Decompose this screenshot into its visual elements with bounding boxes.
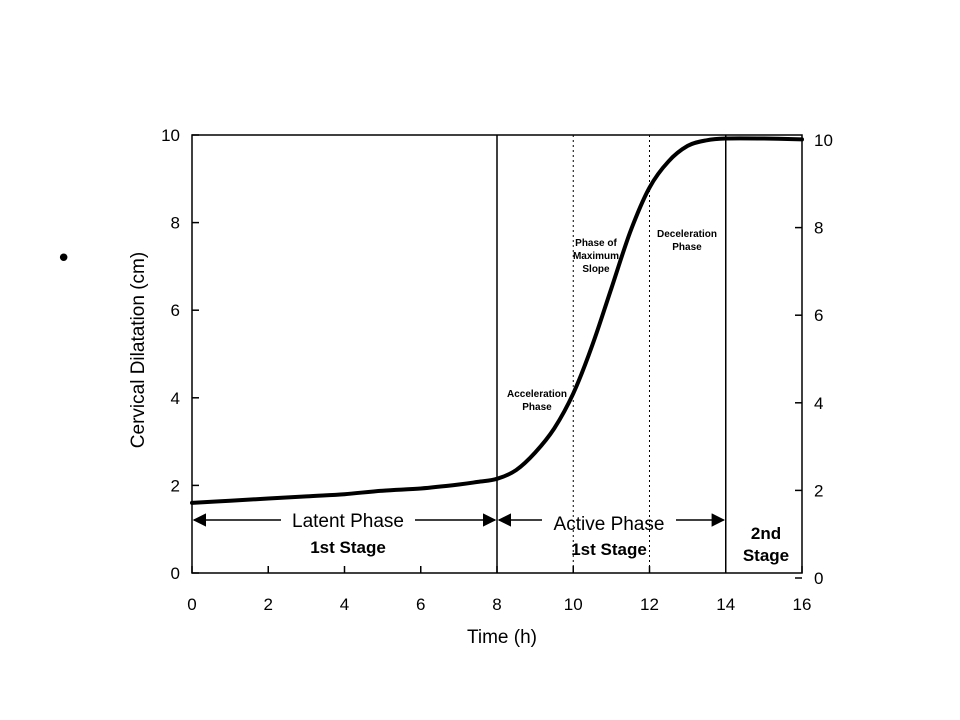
y-tick-label: 6 xyxy=(171,301,180,320)
latent-phase-label: Latent Phase xyxy=(292,511,404,532)
acceleration-phase-label-line2: Phase xyxy=(522,402,552,413)
max-slope-label-line1: Phase of xyxy=(575,238,617,249)
deceleration-phase-label-line2: Phase xyxy=(672,242,702,253)
y-axis-title: Cervical Dilatation (cm) xyxy=(128,252,149,448)
x-tick-label: 12 xyxy=(640,595,659,614)
y-tick-label: 2 xyxy=(171,476,180,495)
second-stage-label-line2: Stage xyxy=(743,546,789,565)
x-tick-label: 16 xyxy=(793,595,812,614)
y-tick-label: 10 xyxy=(161,126,180,145)
acceleration-phase-label-line1: Acceleration xyxy=(507,389,567,400)
deceleration-phase-label-line1: Deceleration xyxy=(657,229,717,240)
phase-boundaries xyxy=(572,135,650,573)
right-y-tick-label: 10 xyxy=(814,131,833,150)
right-y-tick-label: 8 xyxy=(814,219,823,238)
y-tick-label: 0 xyxy=(171,564,180,583)
x-tick-label: 14 xyxy=(716,595,735,614)
y-tick-label: 4 xyxy=(171,389,180,408)
y-tick-label: 8 xyxy=(171,214,180,233)
right-y-axis-ticks: 0 2 4 6 8 10 xyxy=(795,131,833,588)
x-tick-label: 6 xyxy=(416,595,425,614)
right-y-tick-label: 6 xyxy=(814,306,823,325)
max-slope-label-line2: Maximum xyxy=(573,251,619,262)
x-axis-title: Time (h) xyxy=(467,627,537,648)
right-y-tick-label: 4 xyxy=(814,394,823,413)
right-y-tick-label: 2 xyxy=(814,481,823,500)
max-slope-label-line3: Slope xyxy=(582,264,610,275)
latent-stage-label: 1st Stage xyxy=(310,538,386,557)
x-tick-label: 4 xyxy=(340,595,349,614)
x-tick-label: 10 xyxy=(564,595,583,614)
active-phase-label: Active Phase xyxy=(554,514,665,535)
x-tick-label: 0 xyxy=(187,595,196,614)
second-stage-label-line1: 2nd xyxy=(751,524,781,543)
y-axis-ticks: 0 2 4 6 8 10 xyxy=(161,126,199,583)
right-y-tick-label: 0 xyxy=(814,569,823,588)
x-tick-label: 2 xyxy=(264,595,273,614)
dilatation-curve xyxy=(190,136,804,505)
x-tick-label: 8 xyxy=(492,595,501,614)
bullet-point: • xyxy=(56,244,72,274)
stage-boundaries xyxy=(496,135,727,573)
active-stage-label: 1st Stage xyxy=(571,540,647,559)
